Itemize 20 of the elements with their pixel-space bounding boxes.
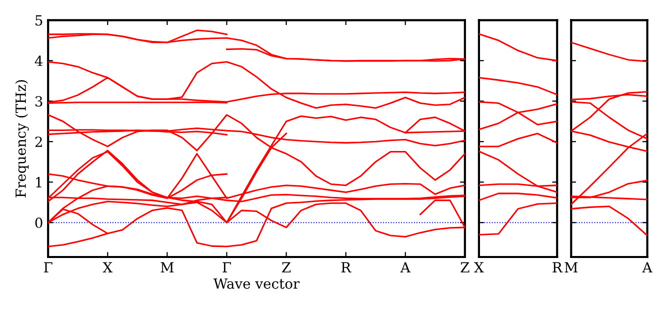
x-tick-label: M: [160, 262, 174, 272]
y-tick-label: 3: [35, 96, 42, 107]
y-tick-label: 2: [35, 136, 42, 147]
x-tick-label: Z: [282, 262, 291, 272]
x-tick-label: X: [474, 262, 484, 272]
x-axis-title: Wave vector: [213, 278, 300, 289]
y-tick-label: 1: [36, 177, 42, 188]
y-tick-label: 0: [35, 218, 42, 228]
x-tick-label: A: [400, 262, 411, 272]
x-tick-label: R: [341, 262, 352, 272]
y-axis-title: Frequency (THz): [15, 80, 29, 198]
x-tick-label: Z: [460, 262, 470, 272]
x-tick-label: M: [564, 262, 578, 272]
x-tick-label: X: [102, 262, 113, 272]
x-tick-label: A: [642, 262, 652, 272]
y-tick-label: 4: [34, 56, 43, 66]
x-tick-label: Γ: [222, 262, 231, 272]
x-tick-label: R: [552, 262, 563, 272]
y-tick-label: 5: [36, 15, 42, 26]
x-tick-label: Γ: [44, 262, 52, 272]
